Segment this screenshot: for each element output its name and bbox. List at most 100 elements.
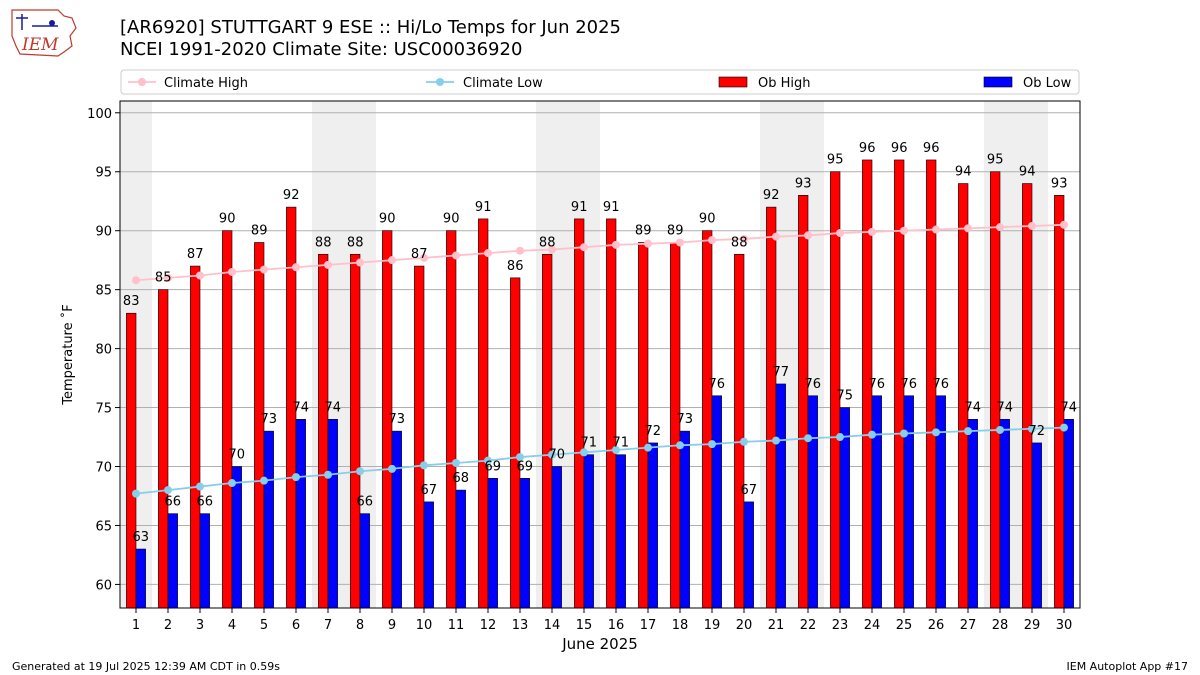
climate-low-line (135, 426, 1065, 495)
weekend-shade (1016, 101, 1048, 608)
x-tick-label: 12 (480, 618, 497, 633)
ob-low-bar (967, 419, 978, 609)
ob-high-label: 91 (571, 200, 588, 215)
ob-low-bar (519, 478, 530, 609)
climate-low-point (676, 441, 684, 450)
climate-low-point (932, 428, 940, 437)
climate-low-point (612, 446, 620, 455)
data-labels: 83 63 85 66 87 66 90 70 89 73 92 74 88 74 88 66 90 73 87 67… (123, 141, 1077, 545)
ob-high-label: 89 (251, 223, 268, 238)
legend-climate-low-marker (436, 78, 444, 86)
x-tick-label: 16 (608, 618, 625, 633)
x-tick-label: 1 (132, 618, 140, 633)
ob-low-label: 76 (709, 377, 726, 392)
ob-high-bar (766, 206, 777, 609)
climate-high-point (964, 224, 972, 233)
weekend-shade (312, 101, 344, 608)
climate-low-point (452, 458, 460, 467)
y-tick-label: 60 (95, 578, 112, 593)
legend-ob-low-label: Ob Low (1023, 76, 1072, 91)
ob-high-bar (670, 242, 681, 609)
ob-low-label: 74 (1061, 400, 1078, 415)
ob-low-label: 72 (1029, 424, 1046, 439)
legend: Climate High Climate Low Ob High Ob Low (120, 69, 1080, 95)
climate-low-point (900, 429, 908, 438)
x-tick-label: 19 (704, 618, 721, 633)
x-tick-label: 10 (416, 618, 433, 633)
ob-low-label: 76 (933, 377, 950, 392)
ob-low-label: 73 (389, 412, 406, 427)
ob-high-bar (510, 277, 521, 609)
ob-high-label: 87 (187, 247, 204, 262)
climate-high-point (292, 263, 300, 272)
ob-low-label: 76 (869, 377, 886, 392)
y-tick-label: 75 (95, 402, 112, 417)
ob-high-bar (446, 230, 457, 609)
ob-high-bar (286, 206, 297, 609)
ob-high-label: 85 (155, 271, 172, 286)
ob-high-label: 93 (1051, 176, 1068, 191)
x-tick-label: 14 (544, 618, 561, 633)
ob-low-bar (487, 478, 498, 609)
chart-subtitle: NCEI 1991-2020 Climate Site: USC00036920 (120, 39, 523, 60)
ob-high-label: 91 (603, 200, 620, 215)
weekend-shade (792, 101, 824, 608)
ob-low-bar (743, 501, 754, 609)
climate-high-point (868, 227, 876, 236)
climate-high-point (164, 273, 172, 282)
ob-low-bar (167, 513, 178, 609)
ob-low-bar (903, 395, 914, 609)
ob-high-label: 95 (987, 153, 1004, 168)
ob-high-label: 90 (219, 212, 236, 227)
ob-high-label: 87 (411, 247, 428, 262)
x-tick-label: 7 (324, 618, 332, 633)
x-tick-label: 17 (640, 618, 657, 633)
climate-high-point (132, 276, 140, 285)
climate-high-point (420, 253, 428, 262)
climate-low-point (644, 443, 652, 452)
ob-low-bar (871, 395, 882, 609)
climate-low-point (324, 470, 332, 479)
legend-ob-high-swatch (718, 76, 748, 88)
x-tick-label: 11 (448, 618, 465, 633)
climate-low-point (804, 434, 812, 443)
ob-high-bar (702, 230, 713, 609)
climate-high-point (932, 225, 940, 234)
ob-low-label: 73 (261, 412, 278, 427)
climate-low-point (580, 448, 588, 457)
climate-high-point (644, 239, 652, 248)
climate-low-point (516, 453, 524, 462)
climate-high-point (1028, 221, 1036, 230)
ob-high-label: 93 (795, 176, 812, 191)
ob-low-label: 70 (229, 448, 246, 463)
bars (126, 159, 1074, 609)
ob-low-label: 70 (549, 448, 566, 463)
climate-low-point (356, 467, 364, 476)
x-tick-label: 8 (356, 618, 364, 633)
ob-low-label: 63 (133, 530, 150, 545)
x-tick-label: 13 (512, 618, 529, 633)
climate-high-point (324, 260, 332, 269)
x-tick-label: 22 (800, 618, 817, 633)
ob-low-label: 66 (357, 495, 374, 510)
x-axis-label: June 2025 (561, 635, 638, 653)
svg-text:IEM: IEM (21, 35, 59, 55)
ob-high-bar (862, 159, 873, 609)
ob-low-bar (455, 489, 466, 609)
ob-low-bar (775, 383, 786, 609)
ob-high-bar (958, 183, 969, 609)
ob-high-bar (478, 218, 489, 609)
climate-low-point (196, 482, 204, 491)
ob-high-label: 96 (891, 141, 908, 156)
ob-high-bar (158, 289, 169, 609)
climate-high-point (484, 249, 492, 258)
ob-low-label: 75 (837, 389, 854, 404)
ob-high-bar (1022, 183, 1033, 609)
ob-low-label: 66 (197, 495, 214, 510)
ob-high-bar (350, 253, 361, 609)
ob-low-label: 71 (581, 436, 598, 451)
legend-climate-low-label: Climate Low (463, 76, 543, 91)
climate-high-point (676, 238, 684, 247)
ob-high-bar (542, 253, 553, 609)
